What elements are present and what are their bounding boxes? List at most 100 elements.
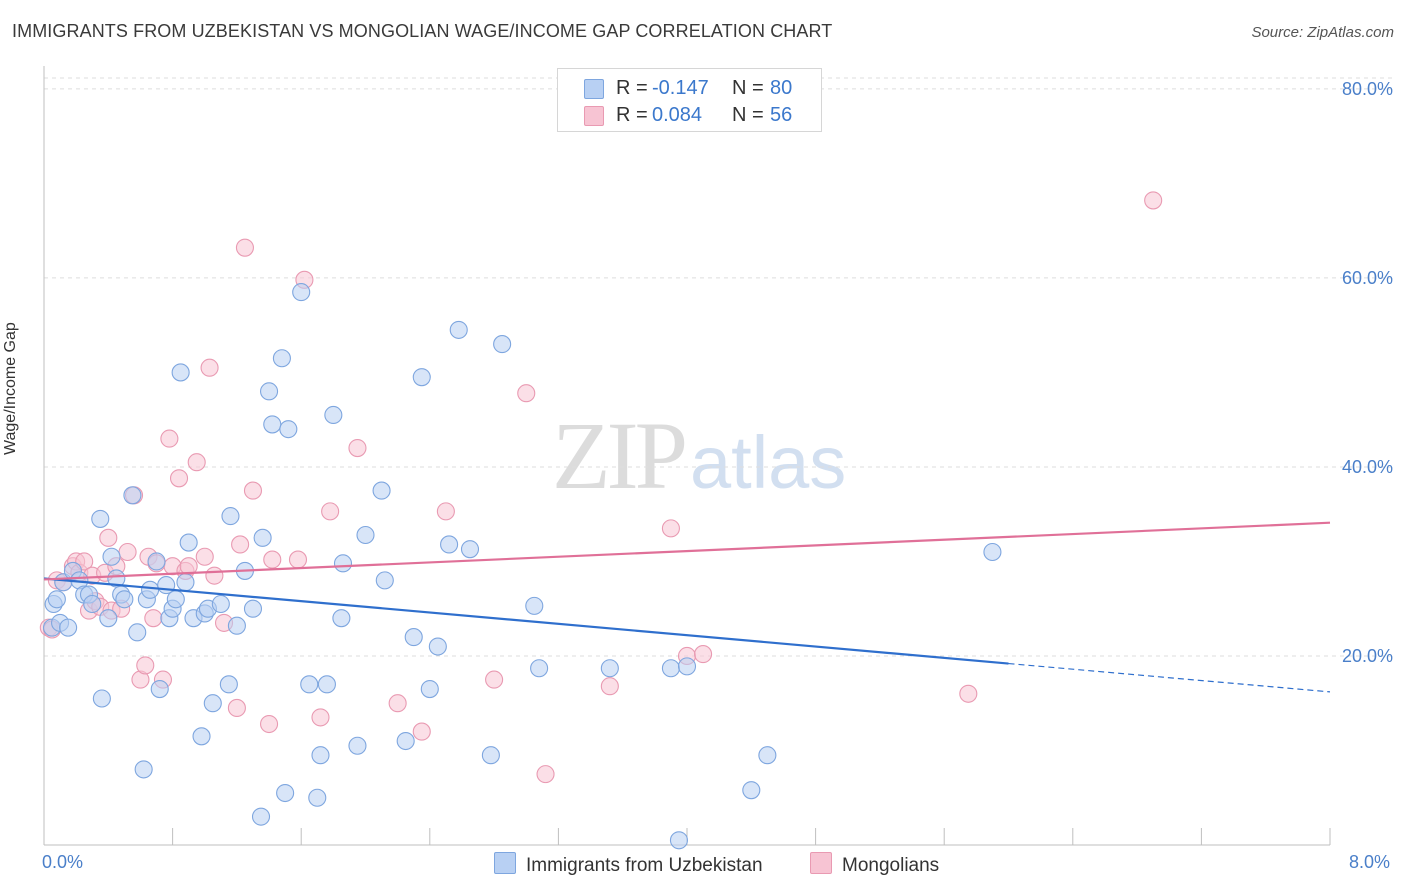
uzbekistan-point: [333, 554, 353, 573]
watermark-atlas: atlas: [690, 421, 847, 504]
uzbekistan-point: [983, 542, 1002, 562]
uzbekistan-point: [428, 637, 447, 656]
legend-swatch-pink: [584, 106, 604, 126]
mongolians-point: [311, 708, 330, 727]
uzbekistan-point: [375, 571, 394, 590]
legend-n-label: N =: [732, 77, 764, 99]
uzbekistan-point: [493, 335, 512, 354]
mongolians-point: [412, 722, 431, 741]
mongolians-point: [348, 438, 367, 458]
uzbekistan-point: [128, 623, 147, 642]
legend-r-value: 0.084: [652, 104, 703, 126]
legend-n-value: 80: [770, 77, 793, 99]
uzbekistan-point: [372, 481, 391, 500]
uzbekistan-point: [404, 628, 423, 647]
uzbekistan-point: [179, 533, 198, 552]
uzbekistan-point: [525, 596, 544, 615]
uzbekistan-point: [59, 618, 78, 637]
mongolians-point: [118, 542, 137, 562]
mongolians-point: [231, 535, 250, 554]
bottom-legend-label-mongolians: Mongolians: [842, 855, 940, 876]
uzbekistan-point: [758, 746, 777, 765]
uzbekistan-point: [279, 420, 298, 439]
uzbekistan-point: [530, 659, 549, 678]
uzbekistan-point: [300, 675, 319, 694]
legend-swatch-blue: [584, 79, 604, 99]
uzbekistan-point: [661, 659, 680, 678]
uzbekistan-point: [134, 760, 153, 779]
uzbekistan-point: [83, 594, 102, 614]
mongolians-point: [259, 714, 279, 734]
uzbekistan-point: [192, 727, 211, 746]
uzbekistan-point: [123, 486, 142, 505]
uzbekistan-point: [227, 616, 246, 635]
legend: R = -0.147 N = 80 R = 0.084 N = 56: [557, 68, 822, 132]
mongolians-point: [169, 469, 189, 488]
uzbekistan-point: [348, 736, 367, 755]
uzbekistan-point: [317, 675, 336, 694]
uzbekistan-point: [742, 781, 761, 800]
bottom-legend-swatch-blue: [494, 852, 516, 874]
legend-n-label: N =: [732, 104, 764, 126]
uzbekistan-point: [308, 788, 327, 807]
mongolians-point: [321, 502, 340, 521]
uzbekistan-point: [259, 382, 279, 401]
uzbekistan-point: [332, 609, 351, 628]
mongolians-trend-line: [43, 521, 1331, 581]
uzbekistan-point: [219, 675, 238, 694]
mongolians-point: [388, 694, 407, 713]
uzbekistan-point: [311, 746, 330, 765]
y-axis-label: Wage/Income Gap: [2, 322, 19, 455]
series-uzbekistan: [42, 283, 1002, 850]
mongolians-point: [600, 677, 619, 696]
uzbekistan-point: [440, 535, 459, 554]
bottom-legend-uzbekistan: Immigrants from Uzbekistan: [494, 852, 763, 877]
source-credit: Source: ZipAtlas.com: [1251, 24, 1394, 41]
uzbekistan-point: [221, 507, 240, 526]
chart-title: IMMIGRANTS FROM UZBEKISTAN VS MONGOLIAN …: [12, 21, 833, 41]
mongolians-point: [661, 519, 680, 538]
uzbekistan-point: [276, 783, 295, 803]
y-tick-label: 20.0%: [1342, 646, 1393, 666]
uzbekistan-trend-extension: [1008, 662, 1331, 693]
bottom-legend-label-uzbekistan: Immigrants from Uzbekistan: [526, 855, 763, 876]
axes: [43, 66, 1331, 846]
mongolians-point: [235, 238, 254, 257]
mongolians-point: [227, 698, 246, 718]
series-mongolians: [39, 191, 1163, 784]
mongolians-point: [144, 609, 163, 628]
y-tick-label: 60.0%: [1342, 268, 1393, 288]
uzbekistan-point: [600, 659, 619, 678]
x-tick-label-min: 0.0%: [42, 852, 84, 872]
uzbekistan-point: [412, 368, 431, 387]
uzbekistan-point: [211, 594, 230, 614]
x-tick-label-max: 8.0%: [1349, 852, 1391, 872]
uzbekistan-point: [243, 599, 263, 618]
uzbekistan-point: [324, 405, 343, 425]
watermark: ZIPatlas: [552, 400, 846, 511]
mongolians-point: [99, 528, 118, 547]
uzbekistan-point: [292, 283, 311, 302]
uzbekistan-point: [166, 590, 185, 609]
bottom-legend-swatch-pink: [810, 852, 832, 874]
uzbekistan-point: [203, 694, 222, 713]
uzbekistan-point: [251, 807, 271, 826]
y-tick-label: 80.0%: [1342, 79, 1393, 99]
mongolians-point: [485, 670, 504, 689]
legend-r-value: -0.147: [652, 77, 709, 99]
uzbekistan-point: [102, 547, 121, 566]
uzbekistan-point: [176, 573, 195, 592]
mongolians-point: [536, 765, 555, 784]
legend-r-label: R =: [616, 77, 648, 99]
y-tick-label: 40.0%: [1342, 457, 1393, 477]
uzbekistan-point: [253, 528, 272, 547]
uzbekistan-point: [99, 609, 118, 628]
watermark-zip: ZIP: [552, 402, 688, 509]
mongolians-point: [195, 547, 214, 566]
mongolians-point: [1144, 191, 1163, 210]
mongolians-point: [200, 358, 219, 377]
uzbekistan-point: [47, 590, 66, 609]
uzbekistan-point: [449, 320, 468, 339]
uzbekistan-trend-line: [43, 577, 1009, 665]
